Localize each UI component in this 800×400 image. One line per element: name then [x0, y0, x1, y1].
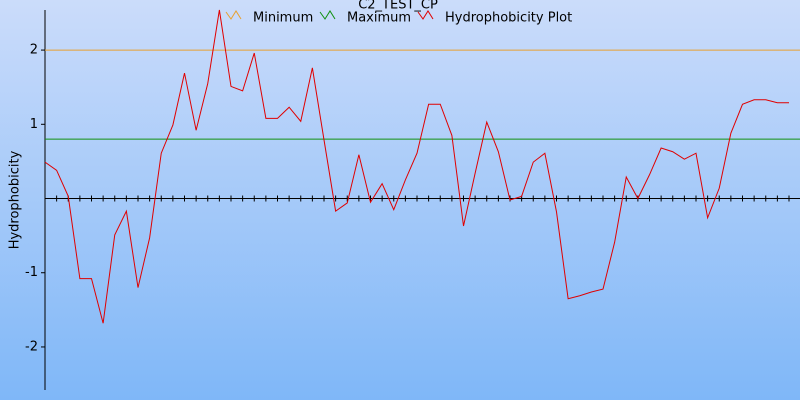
- y-tick-label: -1: [25, 265, 38, 280]
- legend-icon: [225, 10, 242, 20]
- legend-icon: [319, 10, 336, 20]
- legend-label: Hydrophobicity Plot: [445, 11, 572, 26]
- y-tick-label: 1: [30, 117, 38, 132]
- legend-icon: [417, 10, 434, 20]
- y-axis-label: Hydrophobicity: [8, 150, 23, 249]
- chart-title: C2_TEST_CP: [358, 0, 438, 13]
- legend-label: Maximum: [347, 11, 411, 26]
- legend-label: Minimum: [253, 11, 313, 26]
- data-line: [44, 9, 789, 324]
- y-tick-label: 2: [30, 43, 38, 58]
- y-tick-label: -2: [25, 339, 38, 354]
